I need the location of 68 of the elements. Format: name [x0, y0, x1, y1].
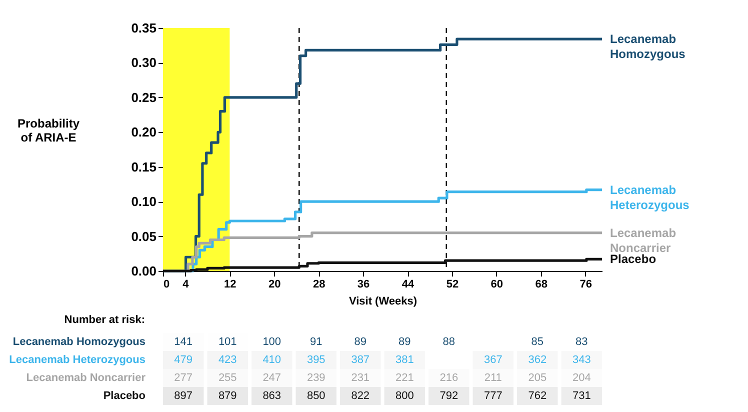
data-label: 88 [442, 336, 456, 348]
data-label: 395 [306, 354, 326, 366]
data-label: 897 [174, 390, 193, 402]
data-label: 762 [528, 390, 547, 402]
data-label: 231 [351, 372, 370, 384]
data-label: 91 [310, 336, 322, 348]
x-tick-label: 20 [268, 278, 281, 290]
data-label: 216 [440, 372, 458, 384]
y-tick-label: 0.20 [131, 124, 156, 140]
y-tick-label: 0.05 [131, 228, 156, 244]
data-label: 792 [440, 390, 458, 402]
x-tick-label: 0 [164, 278, 170, 290]
data-label: 141 [174, 336, 193, 348]
y-tick-label: Lecanemab Noncarrier [26, 372, 146, 384]
y-tick-label: 0.15 [131, 159, 156, 174]
data-label: 221 [395, 372, 414, 384]
x-tick-label: 44 [402, 278, 415, 290]
series-label: Placebo [610, 252, 656, 266]
y-tick-label: 0.25 [131, 90, 156, 105]
data-label: 211 [484, 372, 502, 384]
y-tick-label: 0.00 [131, 264, 156, 278]
x-tick-label: 76 [580, 278, 592, 290]
data-label: 100 [262, 336, 282, 348]
x-tick-label: 68 [535, 278, 548, 290]
data-label: 731 [572, 390, 591, 402]
x-tick-label: 4 [182, 278, 190, 290]
y-tick-label: 0.30 [131, 55, 156, 70]
x-tick-label: 60 [490, 278, 504, 290]
data-label: 850 [306, 390, 326, 402]
data-label: 822 [351, 390, 370, 402]
y-tick-label: 0.10 [131, 194, 156, 210]
series-label: Lecanemab Heterozygous [610, 182, 690, 212]
data-label: 205 [528, 372, 547, 384]
y-tick-label: Placebo [103, 390, 146, 402]
data-label: 247 [262, 372, 282, 384]
x-tick-label: 36 [357, 278, 370, 290]
data-label: 83 [576, 336, 588, 348]
data-label: 239 [306, 372, 326, 384]
data-label: 85 [531, 336, 544, 348]
data-label: 863 [262, 390, 282, 402]
y-axis-title: Probability of ARIA-E [17, 116, 80, 144]
y-tick-label: Lecanemab Heterozygous [9, 354, 146, 366]
data-label: 89 [398, 336, 411, 348]
x-tick-label: 12 [224, 278, 236, 290]
chart-title: Number at risk: [64, 314, 145, 326]
series-label: Lecanemab Homozygous [610, 32, 686, 62]
data-label: 410 [262, 354, 282, 366]
data-label: 367 [484, 354, 502, 366]
y-tick-label: 0.35 [131, 20, 156, 36]
data-label: 423 [218, 354, 237, 366]
data-label: 800 [395, 390, 414, 402]
data-label: 204 [572, 372, 591, 384]
data-label: 89 [354, 336, 366, 348]
data-label: 777 [484, 390, 502, 402]
data-label: 343 [572, 354, 591, 366]
data-label: 387 [351, 354, 370, 366]
data-label: 479 [174, 354, 193, 366]
x-tick-label: 52 [446, 278, 459, 290]
data-label: 879 [218, 390, 237, 402]
x-axis-title: Visit (Weeks) [348, 296, 418, 308]
series-label: Lecanemab Noncarrier [610, 226, 676, 255]
data-label: 277 [174, 372, 193, 384]
x-tick-label: 28 [312, 278, 326, 290]
data-label: 101 [218, 336, 237, 348]
data-label: 362 [528, 354, 547, 366]
data-label: 255 [218, 372, 237, 384]
data-label: 381 [395, 354, 414, 366]
y-tick-label: Lecanemab Homozygous [12, 336, 146, 348]
